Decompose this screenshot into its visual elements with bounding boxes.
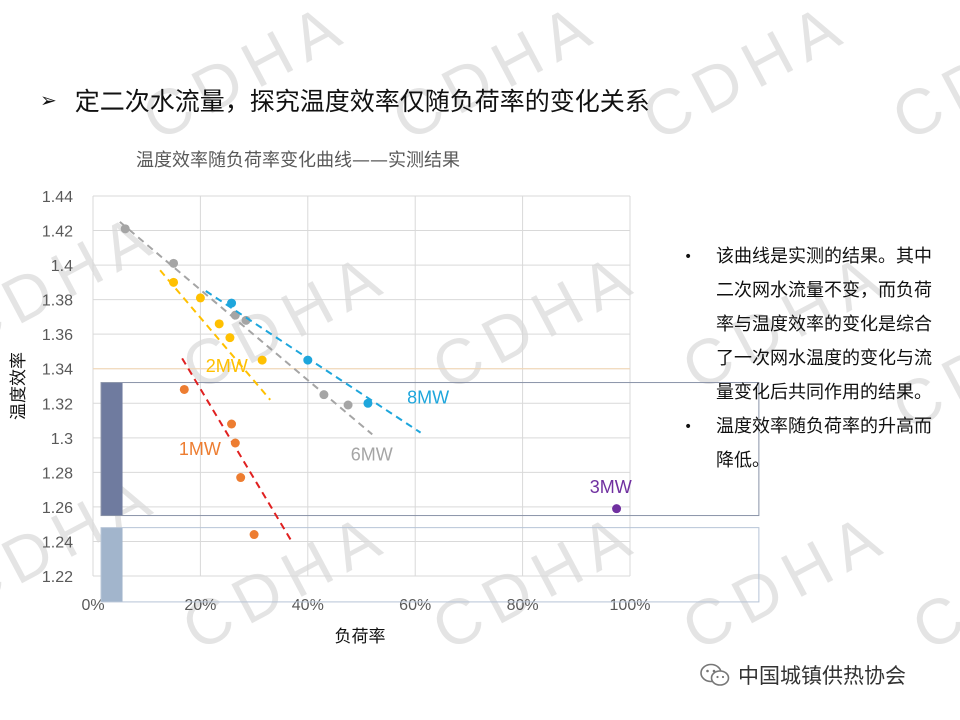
note-item: • 温度效率随负荷率的升高而降低。 <box>684 410 934 478</box>
x-tick-label: 60% <box>399 597 431 614</box>
data-point-2MW <box>169 277 179 287</box>
data-point-2MW <box>225 333 235 343</box>
data-point-6MW <box>169 258 179 268</box>
chart-title: 温度效率随负荷率变化曲线——实测结果 <box>136 150 460 171</box>
data-point-2MW <box>195 293 205 303</box>
y-tick-label: 1.44 <box>42 189 73 206</box>
note-text: 该曲线是实测的结果。其中二次网水流量不变，而负荷率与温度效率的变化是综合了一次网… <box>716 246 932 403</box>
data-point-6MW <box>343 400 353 410</box>
data-point-6MW <box>120 224 130 234</box>
data-point-8MW <box>363 398 373 408</box>
y-tick-label: 1.3 <box>51 431 73 448</box>
data-point-1MW <box>249 530 259 540</box>
x-tick-label: 80% <box>507 597 539 614</box>
overlay-strip <box>101 382 123 516</box>
data-point-3MW <box>612 504 622 514</box>
series-label-2MW: 2MW <box>206 356 248 376</box>
y-tick-label: 1.34 <box>42 362 73 379</box>
trendline-8MW <box>205 290 422 434</box>
x-axis-label: 负荷率 <box>335 627 386 647</box>
y-tick-label: 1.22 <box>42 569 73 586</box>
slide-heading-text: 定二次水流量，探究温度效率仅随负荷率的变化关系 <box>74 87 650 116</box>
note-text: 温度效率随负荷率的升高而降低。 <box>716 416 932 471</box>
trendline-6MW <box>119 221 373 436</box>
data-point-2MW <box>214 319 224 329</box>
x-tick-label: 0% <box>81 597 104 614</box>
wechat-icon <box>700 663 730 686</box>
trendline-2MW <box>159 269 271 401</box>
y-axis-label: 温度效率 <box>9 352 29 420</box>
slide-heading: ➢ 定二次水流量，探究温度效率仅随负荷率的变化关系 <box>40 80 650 120</box>
y-tick-label: 1.32 <box>42 396 73 413</box>
x-tick-label: 40% <box>292 597 324 614</box>
footer-brand: 中国城镇供热协会 <box>700 660 906 690</box>
y-tick-label: 1.38 <box>42 293 73 310</box>
org-name: 中国城镇供热协会 <box>738 664 906 688</box>
data-point-1MW <box>236 473 246 483</box>
y-tick-label: 1.42 <box>42 224 73 241</box>
bullet-dot-icon: • <box>684 249 693 265</box>
data-point-1MW <box>179 384 189 394</box>
data-point-8MW <box>303 355 313 365</box>
overlay-box <box>100 527 760 603</box>
y-tick-label: 1.4 <box>51 258 73 275</box>
arrow-bullet-icon: ➢ <box>40 88 57 112</box>
series-label-8MW: 8MW <box>407 387 449 407</box>
x-tick-label: 100% <box>610 597 651 614</box>
y-tick-label: 1.28 <box>42 465 73 482</box>
data-point-8MW <box>227 298 237 308</box>
series-label-6MW: 6MW <box>351 444 393 464</box>
y-tick-label: 1.24 <box>42 534 73 551</box>
y-tick-label: 1.36 <box>42 327 73 344</box>
notes-list: • 该曲线是实测的结果。其中二次网水流量不变，而负荷率与温度效率的变化是综合了一… <box>684 240 934 478</box>
bullet-dot-icon: • <box>684 419 693 435</box>
note-item: • 该曲线是实测的结果。其中二次网水流量不变，而负荷率与温度效率的变化是综合了一… <box>684 240 934 410</box>
data-point-6MW <box>319 390 329 400</box>
data-point-2MW <box>257 355 267 365</box>
series-label-1MW: 1MW <box>179 439 221 459</box>
y-tick-label: 1.26 <box>42 500 73 517</box>
overlay-strip <box>101 527 123 602</box>
series-label-3MW: 3MW <box>590 477 632 497</box>
data-point-1MW <box>227 419 237 429</box>
overlay-box <box>100 382 760 517</box>
x-tick-label: 20% <box>184 597 216 614</box>
data-point-1MW <box>230 438 240 448</box>
